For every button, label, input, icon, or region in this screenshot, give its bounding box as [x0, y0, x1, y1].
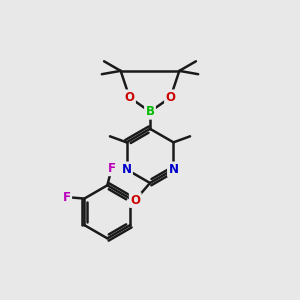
Text: O: O [166, 91, 176, 104]
Text: F: F [63, 190, 71, 204]
Text: O: O [130, 194, 140, 207]
Text: N: N [169, 163, 178, 176]
Text: O: O [124, 91, 134, 104]
Text: F: F [108, 162, 116, 175]
Text: N: N [122, 163, 131, 176]
Text: B: B [146, 105, 154, 118]
